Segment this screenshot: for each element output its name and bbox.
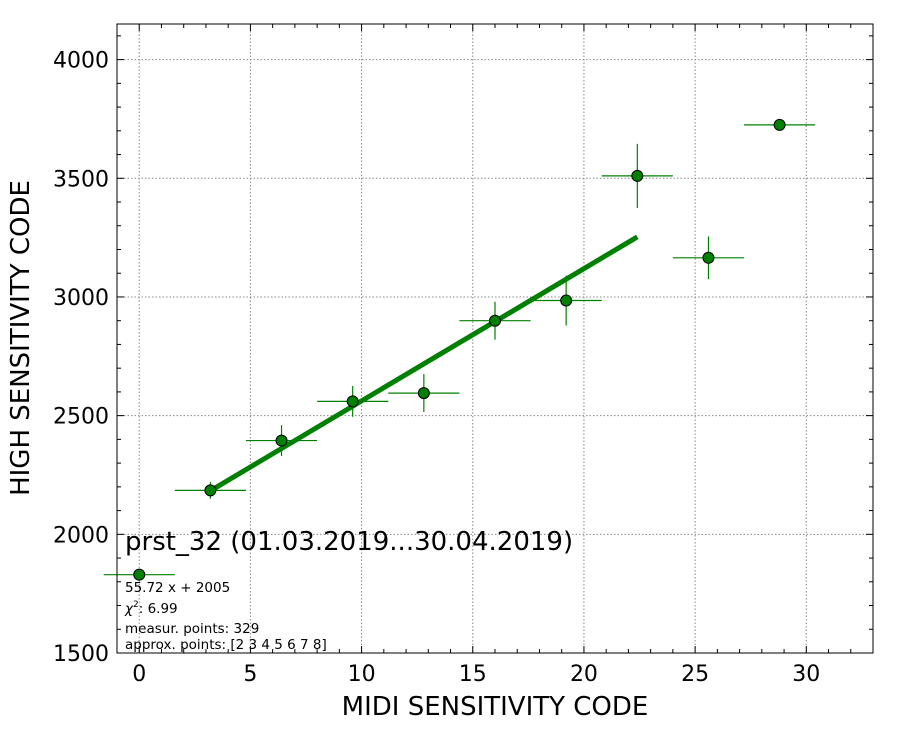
chi2-value: : 6.99 — [139, 601, 178, 617]
x-tick-label: 10 — [348, 662, 376, 687]
data-point — [631, 169, 644, 182]
data-point — [489, 314, 501, 327]
measured-points-label: measur. points: 329 — [125, 621, 259, 637]
y-tick-label: 2500 — [53, 405, 109, 430]
x-tick-label: 30 — [792, 662, 820, 687]
data-points — [133, 118, 786, 581]
chi2-power: 2 — [133, 600, 139, 610]
y-tick-label: 3500 — [53, 167, 109, 192]
tick-labels: 0 5 10 15 20 25 30 1500 2000 2500 3000 3500 4000 — [53, 49, 820, 687]
chi2-label: χ2: 6.99 — [124, 600, 178, 617]
data-point — [773, 118, 786, 131]
axis-ticks — [116, 24, 874, 654]
chi2-symbol: χ — [124, 601, 134, 617]
x-tick-label: 5 — [243, 662, 257, 687]
data-point — [275, 434, 288, 447]
y-axis-title: HIGH SENSITIVITY CODE — [6, 180, 36, 496]
data-point — [133, 568, 146, 581]
x-tick-label: 25 — [681, 662, 709, 687]
chart-title: prst_32 (01.03.2019...30.04.2019) — [125, 527, 573, 557]
data-point — [560, 294, 573, 307]
data-point — [346, 395, 359, 408]
data-point — [204, 484, 217, 497]
x-tick-label: 15 — [459, 662, 487, 687]
x-tick-label: 20 — [570, 662, 598, 687]
x-axis-title: MIDI SENSITIVITY CODE — [342, 692, 649, 722]
data-point — [417, 387, 430, 400]
y-tick-label: 3000 — [53, 286, 109, 311]
x-tick-label: 0 — [132, 662, 146, 687]
y-tick-label: 4000 — [53, 49, 109, 74]
approx-points-label: approx. points: [2 3 4 5 6 7 8] — [125, 637, 327, 653]
data-point — [702, 251, 715, 264]
fit-equation-label: 55.72 x + 2005 — [125, 580, 230, 596]
y-tick-label: 1500 — [53, 642, 109, 667]
plot-frame — [116, 23, 874, 654]
y-tick-label: 2000 — [53, 523, 109, 548]
